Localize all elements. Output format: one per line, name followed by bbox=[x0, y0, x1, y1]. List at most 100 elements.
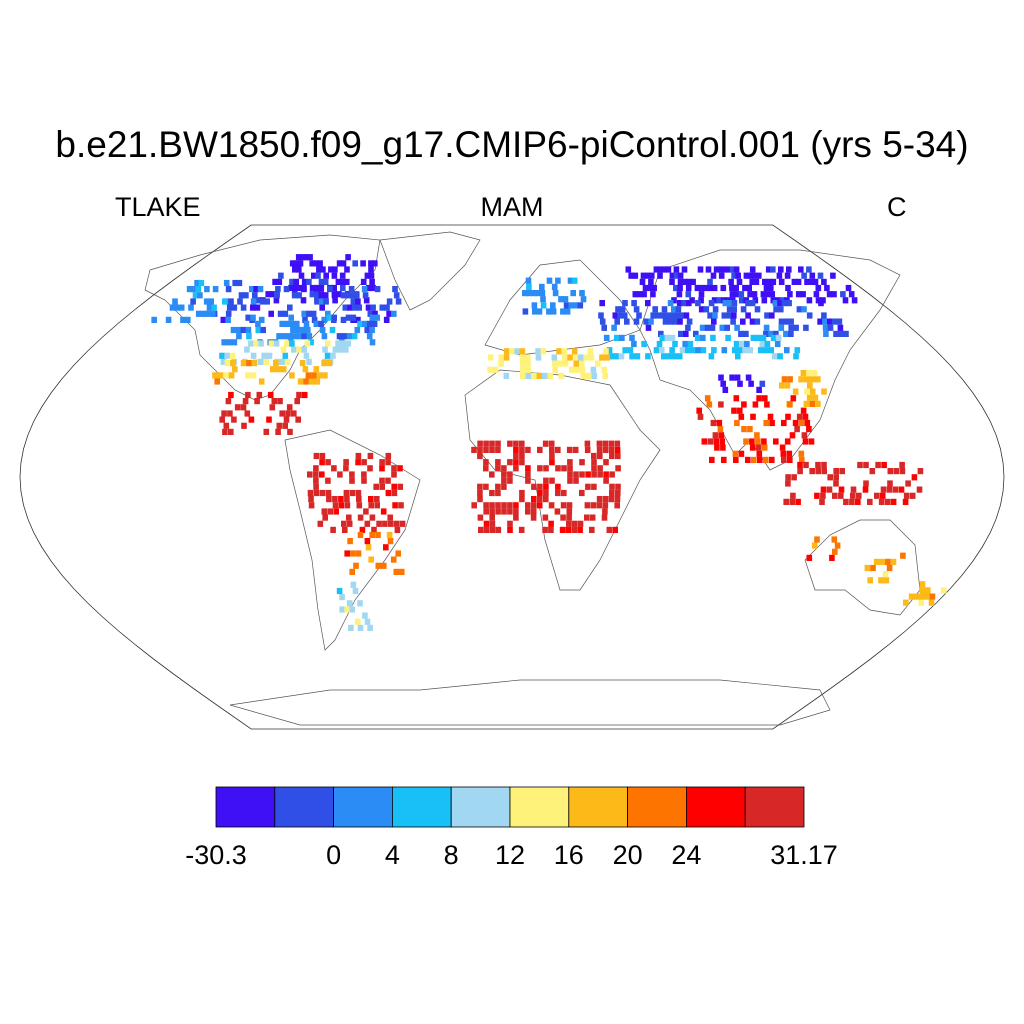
lake-cell-india-seasia bbox=[754, 432, 760, 439]
lake-cell-siberia-north bbox=[768, 284, 774, 292]
lake-cell-us-central bbox=[299, 360, 306, 367]
lake-cell-arctic-canada bbox=[360, 260, 366, 267]
lake-cell-maritime-continent bbox=[903, 492, 910, 499]
lake-cell-india-seasia bbox=[721, 456, 727, 463]
lake-cell-canada-south bbox=[362, 320, 368, 327]
lake-cell-china-east bbox=[804, 388, 810, 395]
lake-cell-india-seasia bbox=[712, 432, 719, 439]
lake-cell-maritime-continent bbox=[869, 468, 876, 475]
lake-cell-india-seasia bbox=[796, 413, 803, 420]
lake-cell-south-america-mid bbox=[353, 562, 359, 569]
lake-cell-scandinavia bbox=[579, 290, 585, 297]
lake-cell-us-north bbox=[244, 346, 250, 353]
lake-cell-arctic-canada bbox=[363, 297, 370, 304]
lake-cell-amazon bbox=[385, 459, 391, 466]
lake-cell-africa-tropics bbox=[567, 471, 573, 478]
lake-cell-canada-north bbox=[240, 304, 247, 311]
lake-cell-canada-north bbox=[228, 298, 234, 305]
lake-cell-siberia bbox=[661, 306, 668, 313]
lake-cell-india-seasia bbox=[752, 401, 759, 408]
lake-cell-mediterranean bbox=[492, 366, 499, 373]
lake-cell-india-seasia bbox=[747, 426, 753, 433]
lake-cell-central-asia bbox=[618, 353, 625, 360]
lake-cell-maritime-continent bbox=[867, 498, 873, 505]
lake-cell-south-america-mid bbox=[369, 531, 375, 539]
lake-cell-africa-tropics bbox=[608, 496, 615, 503]
lake-cell-africa-tropics bbox=[609, 452, 615, 460]
lake-cell-south-america-mid bbox=[390, 556, 397, 563]
colorbar-tick-label: 12 bbox=[495, 840, 525, 870]
lake-cell-mediterranean bbox=[531, 372, 537, 379]
lake-cell-siberia-north bbox=[698, 284, 705, 292]
lake-cell-africa-tropics bbox=[477, 489, 483, 497]
lake-cell-alaska bbox=[194, 279, 200, 287]
lake-cell-maritime-continent bbox=[880, 486, 887, 493]
lake-cell-siberia bbox=[645, 300, 651, 307]
lake-cell-arctic-canada bbox=[293, 260, 300, 267]
lake-cell-amazon bbox=[342, 526, 348, 533]
lake-cell-amazon bbox=[385, 452, 392, 460]
lake-cell-patagonia bbox=[336, 587, 343, 595]
lake-cell-us-north bbox=[266, 352, 273, 359]
lake-cell-africa-tropics bbox=[495, 483, 501, 490]
lake-cell-india-seasia bbox=[802, 438, 809, 445]
lake-cell-amazon bbox=[391, 483, 397, 490]
lake-cell-new-zealand bbox=[908, 593, 915, 600]
lake-cell-siberia bbox=[763, 330, 769, 337]
lake-cell-siberia bbox=[743, 330, 749, 337]
lake-cell-arctic-canada bbox=[368, 260, 374, 267]
lake-cell-amazon bbox=[308, 496, 314, 503]
lake-cell-siberia-north bbox=[821, 278, 827, 285]
lake-cell-india-seasia bbox=[755, 444, 762, 451]
lake-cell-mexico-gulf bbox=[248, 416, 255, 423]
lake-cell-mediterranean bbox=[498, 360, 504, 367]
lake-cell-canada-south bbox=[291, 333, 297, 340]
lake-cell-canada-north bbox=[347, 304, 353, 311]
lake-cell-africa-tropics bbox=[565, 526, 572, 533]
lake-cell-africa-tropics bbox=[518, 526, 525, 533]
lake-cell-siberia-north bbox=[806, 266, 812, 273]
lake-cell-us-north bbox=[289, 340, 295, 347]
lake-cell-arctic-canada bbox=[332, 266, 338, 273]
lake-cell-us-north bbox=[340, 340, 346, 347]
lake-cell-central-asia bbox=[747, 347, 754, 354]
lake-cell-mediterranean bbox=[540, 348, 547, 355]
lake-cell-africa-tropics bbox=[513, 459, 519, 466]
lake-cell-arctic-canada bbox=[328, 266, 334, 273]
lake-cell-africa-tropics bbox=[501, 477, 507, 484]
lake-cell-alaska bbox=[206, 304, 213, 311]
lake-cell-scandinavia bbox=[571, 277, 578, 284]
lake-cell-us-central bbox=[251, 360, 258, 367]
lake-cell-africa-tropics bbox=[489, 514, 495, 521]
lake-cell-africa-tropics bbox=[501, 465, 507, 472]
colorbar-tick-label: 4 bbox=[385, 840, 400, 870]
lake-cell-amazon bbox=[367, 465, 373, 472]
lake-cell-amazon bbox=[313, 452, 320, 460]
lake-cell-mexico-gulf bbox=[227, 410, 233, 417]
lake-cell-central-asia bbox=[760, 334, 767, 341]
lake-cell-siberia bbox=[619, 306, 626, 313]
lake-cell-south-america-mid bbox=[386, 531, 393, 539]
lake-cell-arctic-canada bbox=[269, 291, 276, 298]
lake-cell-siberia bbox=[683, 312, 690, 319]
lake-cell-siberia bbox=[685, 324, 691, 331]
lake-cell-mediterranean bbox=[603, 348, 609, 355]
lake-cell-arctic-canada bbox=[364, 272, 371, 279]
lake-cell-alaska bbox=[185, 316, 191, 323]
lake-cell-arctic-canada bbox=[316, 266, 322, 273]
lake-cell-africa-tropics bbox=[483, 520, 490, 527]
lake-cell-siberia bbox=[730, 318, 736, 325]
lake-cell-canada-south bbox=[294, 320, 300, 327]
lake-cell-canada-north bbox=[361, 286, 368, 293]
lake-cell-siberia-north bbox=[801, 272, 807, 279]
lake-cell-scandinavia bbox=[531, 302, 538, 309]
lake-cell-australia-west bbox=[829, 554, 835, 561]
lake-cell-us-central bbox=[321, 360, 327, 367]
lake-cell-mediterranean bbox=[520, 372, 526, 379]
lake-cell-africa-tropics bbox=[597, 465, 603, 472]
lake-cell-canada-north bbox=[257, 286, 264, 293]
lake-cell-africa-tropics bbox=[519, 496, 525, 503]
lake-cell-india-seasia bbox=[787, 401, 793, 408]
lake-cell-siberia bbox=[676, 300, 683, 307]
lake-cell-central-asia bbox=[775, 334, 782, 341]
